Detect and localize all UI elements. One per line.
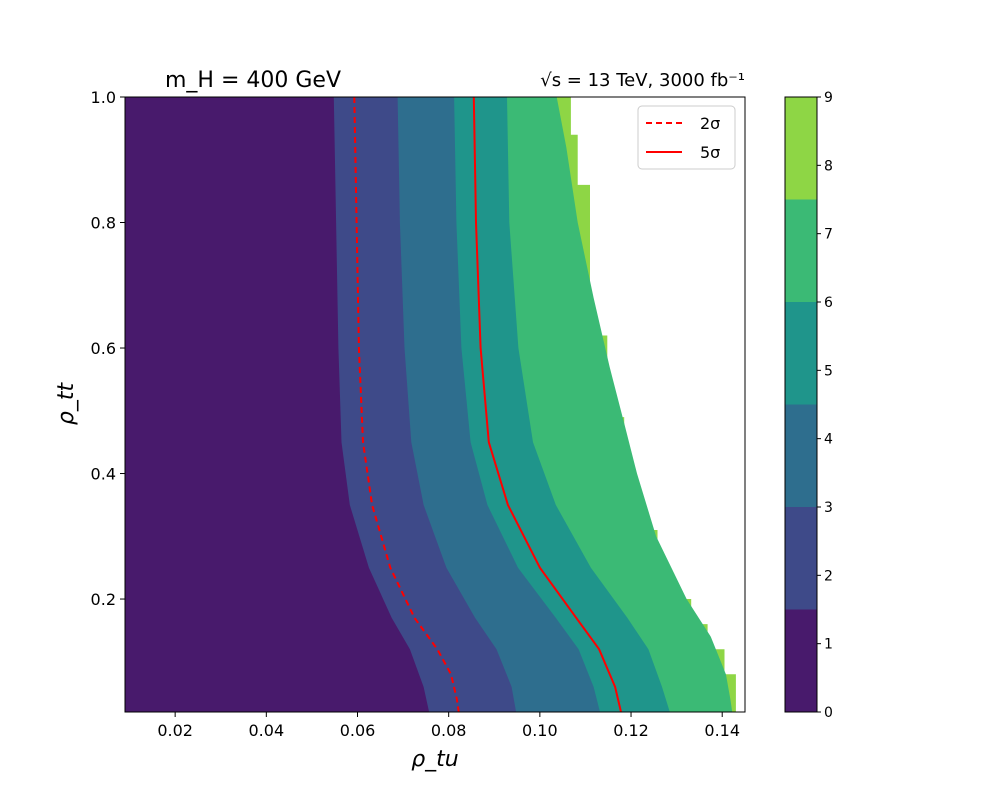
y-tick-label: 0.4 [91,465,116,484]
colorbar-segment [785,404,817,507]
colorbar-tick-label: 3 [824,500,833,516]
x-tick-label: 0.12 [613,721,649,740]
colorbar-segment [785,199,817,302]
colorbar: 0 1 2 3 4 5 6 7 8 9 [784,90,833,721]
colorbar-tick-label: 1 [824,637,833,653]
x-tick-label: 0.06 [340,721,376,740]
x-tick-label: 0.10 [522,721,558,740]
colorbar-tick-label: 7 [824,227,833,243]
colorbar-tick-label: 5 [824,363,833,379]
plot-area [125,97,745,712]
colorbar-tick-label: 8 [824,158,833,174]
contour-band-level-0 [125,97,430,712]
legend-label: 2σ [700,114,720,133]
axes: 0.02 0.04 0.06 0.08 0.10 0.12 0.14 0.2 0.4 0.6 0.8… [91,88,746,740]
colorbar-segment [785,97,817,200]
x-tick-label: 0.02 [157,721,193,740]
colorbar-segment [785,609,817,712]
colorbar-frame [784,96,818,713]
chart-title-right: √s = 13 TeV, 3000 fb⁻¹ [540,70,745,91]
y-axis-label: ρ_tt [54,382,79,426]
plot-frame [124,96,746,713]
colorbar-segment [785,507,817,610]
y-tick-label: 1.0 [91,88,116,107]
y-tick-label: 0.6 [91,339,116,358]
colorbar-tick-label: 2 [824,568,833,584]
legend-label: 5σ [700,143,720,162]
y-tick-label: 0.8 [91,214,116,233]
colorbar-segment [785,302,817,405]
colorbar-tick-label: 4 [824,432,833,448]
chart-title-left: m_H = 400 GeV [165,68,341,93]
y-tick-label: 0.2 [91,590,116,609]
legend-box [637,105,736,170]
colorbar-tick-label: 0 [824,705,833,721]
significance-line-5sigma [472,97,622,712]
x-tick-label: 0.04 [249,721,285,740]
colorbar-tick-label: 6 [824,295,833,311]
significance-line-2sigma [353,97,460,712]
legend: 2σ 5σ [637,105,736,170]
x-axis-label: ρ_tu [411,747,459,772]
colorbar-tick-label: 9 [824,90,833,106]
x-tick-label: 0.08 [431,721,467,740]
x-tick-label: 0.14 [704,721,740,740]
